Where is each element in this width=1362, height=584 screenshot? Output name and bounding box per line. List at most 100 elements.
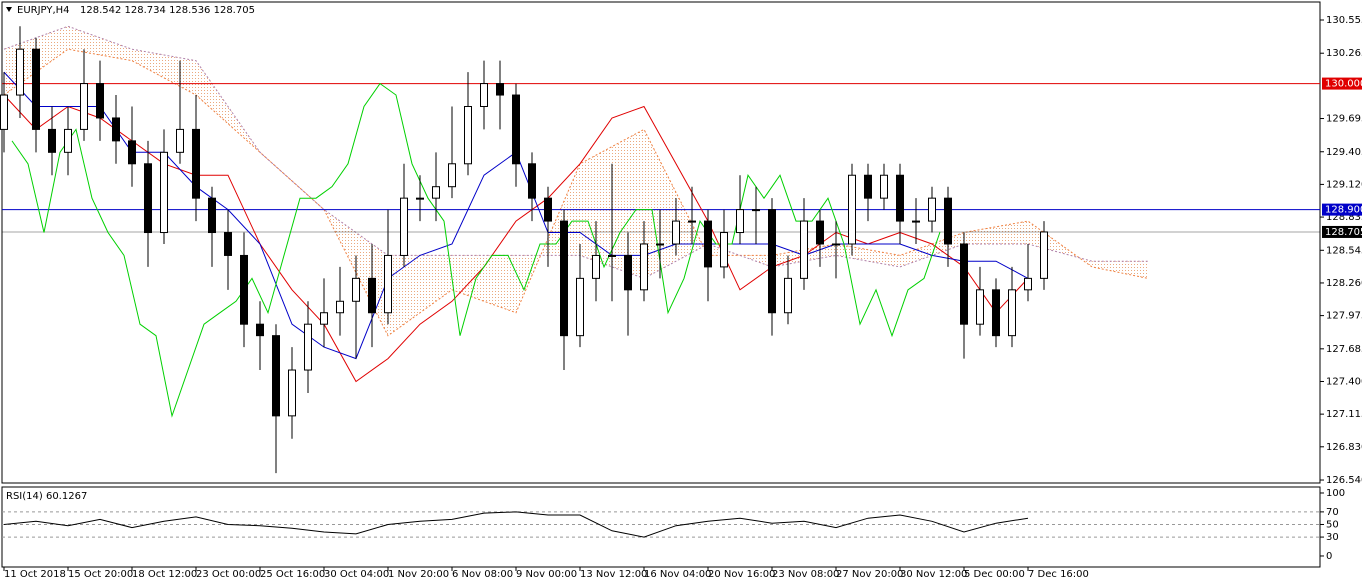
candle-body: [400, 197, 408, 256]
cloud: [324, 209, 388, 336]
candle-body: [496, 83, 504, 96]
candle-body: [416, 197, 424, 200]
candle-body: [352, 277, 360, 302]
candle-body: [544, 197, 552, 222]
level-label: 130.000: [1325, 79, 1362, 90]
candle-body: [64, 128, 72, 153]
candle-body: [160, 151, 168, 234]
y-tick-label: 100: [1326, 488, 1345, 499]
x-tick-label: 6 Nov 08:00: [452, 569, 513, 580]
level-box: [1322, 203, 1362, 216]
candle-body: [80, 83, 88, 130]
y-tick-label: 129.120: [1326, 179, 1362, 190]
cloud: [68, 26, 132, 61]
candle-body: [32, 48, 40, 130]
candle-body: [144, 163, 152, 234]
y-tick-label: 50: [1326, 519, 1339, 530]
cloud: [132, 49, 196, 95]
level-box: [1322, 77, 1362, 90]
candle-body: [528, 163, 536, 199]
y-tick-label: 130.555: [1326, 15, 1362, 26]
candle-body: [976, 289, 984, 325]
menu-arrow[interactable]: [6, 7, 12, 12]
level-box: [1322, 225, 1362, 238]
y-tick-label: 126.540: [1326, 475, 1362, 486]
candle-body: [432, 186, 440, 199]
x-tick-label: 9 Nov 00:00: [516, 569, 577, 580]
candle-body: [96, 83, 104, 119]
x-tick-label: 16 Nov 04:00: [644, 569, 711, 580]
main-frame: [1, 1, 1321, 484]
y-tick-label: 129.405: [1326, 147, 1362, 158]
rsi-frame: [1, 486, 1321, 568]
x-tick-label: 13 Nov 12:00: [580, 569, 647, 580]
x-tick-label: 15 Oct 20:00: [68, 569, 133, 580]
candle-body: [608, 254, 616, 257]
y-tick-label: 128.260: [1326, 278, 1362, 289]
candle-body: [512, 94, 520, 165]
cloud: [900, 232, 964, 267]
candle-body: [1040, 231, 1048, 279]
candle-body: [736, 209, 744, 234]
indicator-line: [11, 82, 941, 418]
candle-body: [560, 220, 568, 337]
y-tick-label: 130.265: [1326, 48, 1362, 59]
level-label: 128.900: [1325, 205, 1362, 216]
candle-body: [1024, 277, 1032, 291]
candle-body: [224, 232, 232, 256]
x-tick-label: 30 Oct 04:00: [324, 569, 389, 580]
candle-body: [672, 220, 680, 245]
level-label: 128.705: [1325, 227, 1362, 238]
candle-body: [128, 140, 136, 165]
rsi-line: [3, 511, 1029, 538]
y-tick-label: 127.400: [1326, 376, 1362, 387]
y-tick-label: 0: [1326, 551, 1332, 562]
candle-body: [688, 220, 696, 223]
candle-body: [576, 277, 584, 337]
candle-body: [336, 300, 344, 314]
x-tick-label: 27 Nov 20:00: [836, 569, 903, 580]
candle-body: [864, 174, 872, 199]
candle-body: [112, 117, 120, 142]
candle-body: [832, 243, 840, 246]
span-a: [3, 48, 1149, 337]
candle-body: [240, 254, 248, 325]
candle-body: [816, 220, 824, 245]
candle-body: [288, 369, 296, 417]
candle-body: [592, 254, 600, 279]
candle-body: [912, 220, 920, 223]
indicator-line: [3, 94, 1029, 383]
y-tick-label: 128.545: [1326, 245, 1362, 256]
y-tick-label: 126.830: [1326, 442, 1362, 453]
candle-body: [176, 128, 184, 153]
candle-body: [1008, 289, 1016, 337]
y-tick-label: 127.975: [1326, 311, 1362, 322]
y-tick-label: 127.115: [1326, 409, 1362, 420]
y-tick-label: 70: [1326, 507, 1339, 518]
cloud: [1092, 261, 1148, 279]
x-tick-label: 1 Nov 20:00: [388, 569, 449, 580]
cloud: [964, 221, 1028, 244]
x-tick-label: 18 Oct 12:00: [132, 569, 197, 580]
y-tick-label: 129.695: [1326, 114, 1362, 125]
candle-body: [624, 254, 632, 291]
cloud: [388, 255, 452, 336]
ohlc: 128.542 128.734 128.536 128.705: [80, 5, 255, 16]
candle-body: [768, 209, 776, 314]
candle-body: [448, 163, 456, 188]
candle-body: [896, 174, 904, 222]
y-tick-label: 128.835: [1326, 212, 1362, 223]
candle-body: [192, 128, 200, 199]
candle-body: [800, 220, 808, 279]
candle-body: [784, 277, 792, 314]
candle-body: [464, 105, 472, 165]
candle-body: [656, 243, 664, 246]
y-tick-label: 127.685: [1326, 344, 1362, 355]
x-tick-label: 23 Oct 00:00: [196, 569, 261, 580]
candle-body: [640, 243, 648, 291]
x-tick-label: 7 Dec 16:00: [1028, 569, 1089, 580]
candle-body: [992, 289, 1000, 337]
x-tick-label: 30 Nov 12:00: [900, 569, 967, 580]
x-tick-label: 20 Nov 16:00: [708, 569, 775, 580]
